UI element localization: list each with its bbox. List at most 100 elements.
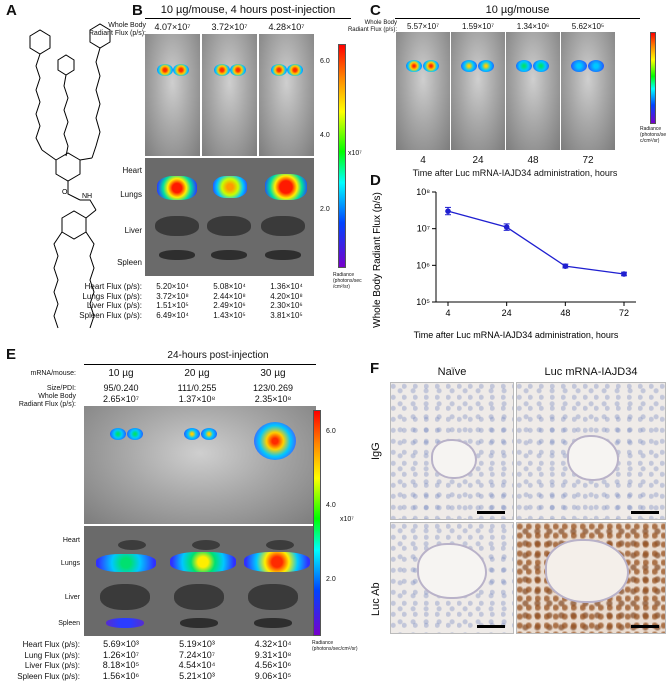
flux-row-label: Heart Flux (p/s): (22, 640, 80, 649)
organ-label: Heart (62, 537, 80, 544)
y-tick-label: 10⁷ (417, 224, 430, 234)
flux-column: 5.69×10³ 1.26×10⁷ 8.18×10⁵ 1.56×10⁶ (84, 639, 158, 681)
dose-value: 30 µg (260, 368, 286, 379)
panel-e-whole-body-value: 2.35×10⁸ (254, 394, 292, 404)
y-tick-label: 10⁶ (416, 260, 430, 270)
colorbar-caption: Radiance (photons/sec/cm²/sr) (312, 640, 358, 652)
y-axis-label: Whole Body Radiant Flux (p/s) (372, 192, 383, 328)
svg-text:NH: NH (82, 193, 92, 200)
dose-value: 20 µg (184, 368, 210, 379)
organ-label: Liver (124, 226, 142, 235)
organ-image (145, 158, 314, 276)
flux-value: 1.56×10⁶ (102, 670, 140, 681)
panel-label-d: D (370, 172, 381, 189)
histology-image (516, 522, 666, 634)
colorbar-tick: 4.0 (326, 502, 336, 509)
panel-c-whole-body-value: 5.62×10⁵ (571, 22, 605, 31)
colorbar-unit: x10⁷ (348, 150, 362, 157)
organ-label: Spleen (117, 258, 142, 267)
mouse-image (396, 32, 450, 150)
panel-e-title: 24-hours post-injection (167, 350, 269, 361)
panel-b-whole-body-value: 3.72×10⁷ (211, 22, 248, 32)
panel-c-title-rule (395, 18, 640, 19)
panel-label-c: C (370, 2, 381, 19)
flux-column: 5.19×10³ 7.24×10⁷ 4.54×10⁴ 5.21×10³ (160, 639, 234, 681)
panel-c-whole-body-value: 5.57×10⁷ (406, 22, 440, 31)
colorbar-tick: 2.0 (326, 576, 336, 583)
flux-value: 5.21×10³ (179, 670, 215, 681)
panel-c-xlabel: Time after Luc mRNA-IAJD34 administratio… (412, 168, 618, 178)
flux-row-label: Heart Flux (p/s): (84, 282, 142, 291)
panel-label-f: F (370, 360, 380, 377)
histology-column-label: Luc mRNA-IAJD34 (544, 366, 638, 378)
colorbar-caption: Radiance (photons/sec /cm²/sr) (333, 272, 362, 290)
panel-label-a: A (6, 2, 17, 19)
panel-b-whole-body-value: 4.28×10⁷ (268, 22, 305, 32)
y-tick-label: 10⁵ (416, 297, 430, 307)
organ-image (84, 526, 316, 636)
flux-column: 4.32×10⁴ 9.31×10⁸ 4.56×10⁶ 9.06×10⁵ (236, 639, 310, 681)
flux-row-labels: Heart Flux (p/s): Lungs Flux (p/s): Live… (64, 282, 142, 320)
panel-b-title: 10 µg/mouse, 4 hours post-injection (160, 4, 336, 16)
size-label: Size/PDI: (46, 385, 76, 392)
dose-value: 10 µg (108, 368, 134, 379)
flux-value: 5.19×10³ (179, 639, 215, 649)
mouse-image (506, 32, 560, 150)
panel-e-whole-body-value: 1.37×10⁸ (178, 394, 216, 404)
flux-value: 2.49×10⁶ (213, 301, 246, 310)
colorbar (313, 410, 321, 636)
flux-row-label: Lungs Flux (p/s): (82, 291, 142, 301)
panel-b-title-rule (145, 18, 351, 19)
flux-value: 3.72×10⁸ (156, 291, 189, 301)
flux-column: 1.36×10⁴ 4.20×10⁸ 2.30×10⁶ 3.81×10⁵ (259, 282, 314, 320)
x-tick-label: 72 (619, 308, 629, 318)
flux-value: 2.30×10⁶ (270, 301, 303, 310)
histology-image (516, 382, 666, 520)
x-tick-label: 24 (502, 308, 512, 318)
flux-value: 3.81×10⁵ (270, 310, 303, 320)
flux-value: 6.49×10⁴ (156, 310, 189, 320)
y-tick-label: 10⁸ (416, 187, 430, 197)
scale-bar (631, 511, 659, 514)
timepoint-label: 24 (472, 155, 484, 166)
colorbar-tick: 2.0 (320, 206, 330, 213)
organ-label: Liver (64, 594, 80, 601)
panel-e-whole-body-value: 2.65×10⁷ (102, 394, 140, 404)
data-point (445, 208, 451, 214)
flux-row-labels: Heart Flux (p/s): Lung Flux (p/s): Liver… (6, 640, 80, 682)
mouse-image (202, 34, 257, 156)
mouse-image-group (84, 406, 316, 524)
panel-c-whole-body-label: Whole Body Radiant Flux (p/s): (347, 20, 397, 33)
histology-row-label: IgG (370, 442, 382, 460)
x-tick-label: 4 (445, 308, 450, 318)
scale-bar (477, 625, 505, 628)
svg-text:O: O (62, 189, 68, 196)
flux-value: 2.44×10⁸ (213, 291, 246, 301)
flux-column: 5.20×10⁴ 3.72×10⁸ 1.51×10⁵ 6.49×10⁴ (145, 282, 200, 320)
data-point (562, 263, 569, 269)
flux-value: 4.32×10⁴ (254, 639, 292, 649)
organ-label: Spleen (58, 620, 80, 627)
scale-bar (477, 511, 505, 514)
mouse-image (145, 34, 200, 156)
panel-b-whole-body-label: Whole Body Radiant Flux (p/s): (88, 22, 146, 37)
chemical-structure: O NH (29, 23, 111, 329)
flux-value: 1.26×10⁷ (102, 649, 140, 660)
mouse-image (561, 32, 615, 150)
flux-value: 4.56×10⁶ (254, 660, 292, 670)
flux-value: 1.36×10⁴ (270, 282, 303, 291)
flux-row-label: Spleen Flux (p/s): (79, 310, 142, 320)
flux-row-label: Spleen Flux (p/s): (17, 671, 80, 681)
histology-column-label: Naïve (437, 366, 467, 378)
organ-label: Lungs (60, 560, 80, 567)
line-chart: Whole Body Radiant Flux (p/s) Time after… (372, 187, 636, 340)
colorbar-tick: 6.0 (326, 428, 336, 435)
colorbar (650, 32, 656, 124)
flux-value: 4.20×10⁸ (270, 291, 303, 301)
size-value: 123/0.269 (252, 383, 294, 393)
panel-c-whole-body-value: 1.59×10⁷ (461, 22, 495, 31)
flux-row-label: Liver Flux (p/s): (86, 301, 142, 310)
panel-c-title: 10 µg/mouse (485, 4, 550, 16)
series-line (447, 210, 625, 275)
organ-label: Lungs (120, 190, 142, 199)
